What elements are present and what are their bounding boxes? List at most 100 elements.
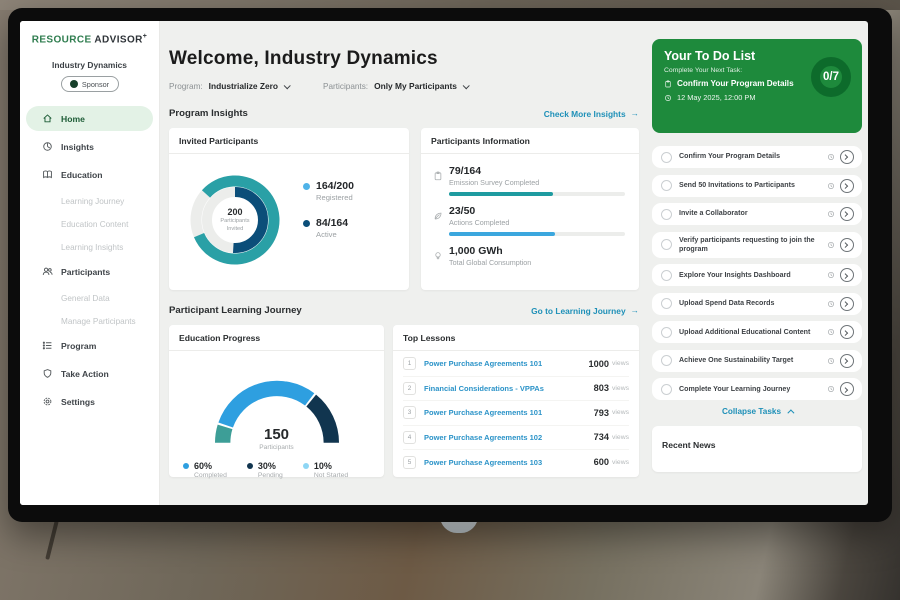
sponsor-badge[interactable]: Sponsor xyxy=(60,76,119,93)
chevron-right-button[interactable] xyxy=(840,382,854,397)
todo-hero-card: Your To Do List Complete Your Next Task:… xyxy=(652,39,862,133)
participants-filter-value: Only My Participants xyxy=(374,81,457,91)
chevron-down-icon xyxy=(462,81,470,89)
lesson-link[interactable]: Power Purchase Agreements 103 xyxy=(424,457,543,467)
sidebar-item-label: Program xyxy=(61,340,97,351)
filters-row: Program: Industrialize Zero Participants… xyxy=(169,81,648,91)
education-icon xyxy=(43,170,52,179)
clipboard-icon xyxy=(665,79,671,87)
lesson-link[interactable]: Power Purchase Agreements 102 xyxy=(424,432,543,442)
lesson-rank: 1 xyxy=(403,357,416,371)
sidebar-item-insights[interactable]: Insights xyxy=(26,134,153,159)
lesson-link[interactable]: Power Purchase Agreements 101 xyxy=(424,359,543,369)
stat-value: 1,000 GWh xyxy=(449,245,503,257)
legend-label: Pending xyxy=(257,472,283,479)
program-filter[interactable]: Program: Industrialize Zero xyxy=(169,81,291,91)
todo-subtitle: Complete Your Next Task: xyxy=(664,67,743,74)
card-title: Top Lessons xyxy=(393,325,639,351)
lesson-link[interactable]: Financial Considerations - VPPAs xyxy=(424,383,544,393)
insights-cards-row: Invited Participants 200 Participants xyxy=(169,128,648,290)
collapse-tasks-link[interactable]: Collapse Tasks xyxy=(652,407,862,417)
lesson-views-label: views xyxy=(612,433,629,441)
chevron-right-button[interactable] xyxy=(840,296,854,311)
donut-center-value: 200 xyxy=(227,207,243,218)
chevron-right-button[interactable] xyxy=(840,207,854,221)
donut-legend: 164/200 Registered 84/164 Active xyxy=(303,180,354,270)
lesson-views-label: views xyxy=(612,409,629,417)
todo-item[interactable]: Upload Spend Data Records xyxy=(652,292,862,315)
todo-item[interactable]: Achieve One Sustainability Target xyxy=(652,349,862,372)
invited-participants-donut: 200 Participants Invited xyxy=(185,170,285,270)
sidebar-item-label: Learning Insights xyxy=(61,243,124,253)
legend-completed: 60% Completed xyxy=(183,461,227,479)
lesson-link[interactable]: Power Purchase Agreements 101 xyxy=(424,408,543,418)
chevron-right-button[interactable] xyxy=(840,237,854,252)
sidebar-item-label: Home xyxy=(61,113,85,124)
dashboard-screen: RESOURCE ADVISOR+ Industry Dynamics Spon… xyxy=(20,21,868,505)
learning-cards-row: Education Progress 150 Participants xyxy=(169,325,648,479)
checkbox-icon[interactable] xyxy=(661,208,672,220)
lesson-row: 2 Financial Considerations - VPPAs 803 v… xyxy=(403,377,629,401)
go-to-learning-journey-link[interactable]: Go to Learning Journey → xyxy=(531,306,639,316)
clock-icon xyxy=(827,300,835,308)
sidebar-item-education[interactable]: Education xyxy=(26,162,153,187)
todo-next-task: Confirm Your Program Details xyxy=(677,79,794,88)
todo-item[interactable]: Complete Your Learning Journey xyxy=(652,378,862,401)
lesson-views-label: views xyxy=(612,384,629,392)
clock-icon xyxy=(827,182,835,190)
home-icon xyxy=(43,114,52,123)
legend-dot xyxy=(302,463,309,469)
sidebar-item-general-data[interactable]: General Data xyxy=(20,287,159,310)
insights-icon xyxy=(43,142,52,152)
clock-icon xyxy=(827,210,835,218)
legend-dot xyxy=(303,182,310,190)
chevron-right-button[interactable] xyxy=(840,325,854,340)
legend-pending: 30% Pending xyxy=(246,461,283,479)
progress-fill xyxy=(449,192,553,196)
todo-item[interactable]: Upload Additional Educational Content xyxy=(652,321,862,344)
lesson-views-count: 600 xyxy=(593,457,609,468)
sidebar-item-learning-journey[interactable]: Learning Journey xyxy=(20,190,159,213)
sidebar-item-label: General Data xyxy=(61,294,110,304)
participants-filter[interactable]: Participants: Only My Participants xyxy=(323,81,470,91)
checkbox-icon[interactable] xyxy=(661,269,672,281)
checkbox-icon[interactable] xyxy=(661,298,672,310)
todo-item[interactable]: Send 50 Invitations to Participants xyxy=(652,174,862,197)
checkbox-icon[interactable] xyxy=(661,180,672,191)
chevron-right-button[interactable] xyxy=(840,268,854,283)
chevron-right-button[interactable] xyxy=(840,353,854,368)
donut-center: 200 Participants Invited xyxy=(185,170,285,270)
monitor-cable xyxy=(45,520,59,560)
todo-item-label: Send 50 Invitations to Participants xyxy=(679,180,795,189)
sidebar-item-settings[interactable]: Settings xyxy=(26,389,153,414)
sidebar-item-home[interactable]: Home xyxy=(26,106,153,132)
check-more-insights-link[interactable]: Check More Insights → xyxy=(544,109,639,119)
brand-secondary: ADVISOR xyxy=(94,34,143,46)
checkbox-icon[interactable] xyxy=(661,383,672,395)
section-title: Participant Learning Journey xyxy=(169,305,302,316)
lesson-row: 1 Power Purchase Agreements 101 1000 vie… xyxy=(403,352,629,377)
sidebar-item-take-action[interactable]: Take Action xyxy=(26,361,153,386)
chevron-right-button[interactable] xyxy=(840,178,854,193)
sidebar-item-participants[interactable]: Participants xyxy=(26,259,153,284)
todo-item[interactable]: Explore Your Insights Dashboard xyxy=(652,264,862,287)
monitor-bezel: RESOURCE ADVISOR+ Industry Dynamics Spon… xyxy=(8,8,892,522)
survey-icon xyxy=(433,165,449,196)
checkbox-icon[interactable] xyxy=(661,239,672,251)
sidebar-item-manage-participants[interactable]: Manage Participants xyxy=(20,310,159,333)
checkbox-icon[interactable] xyxy=(661,326,672,338)
todo-item[interactable]: Invite a Collaborator xyxy=(652,203,862,225)
sidebar-item-learning-insights[interactable]: Learning Insights xyxy=(20,236,159,259)
sidebar-nav: Home Insights Education Learning Journey… xyxy=(20,106,159,414)
todo-item[interactable]: Confirm Your Program Details xyxy=(652,146,862,168)
checkbox-icon[interactable] xyxy=(661,355,672,367)
sidebar-item-education-content[interactable]: Education Content xyxy=(20,213,159,236)
sidebar-item-label: Learning Journey xyxy=(61,197,125,207)
todo-item[interactable]: Verify participants requesting to join t… xyxy=(652,231,862,258)
checkbox-icon[interactable] xyxy=(661,151,672,163)
page-title: Welcome, Industry Dynamics xyxy=(169,48,438,69)
chevron-right-button[interactable] xyxy=(840,150,854,164)
sidebar-item-label: Insights xyxy=(61,141,94,152)
todo-item-label: Achieve One Sustainability Target xyxy=(679,356,794,365)
sidebar-item-program[interactable]: Program xyxy=(26,333,153,358)
